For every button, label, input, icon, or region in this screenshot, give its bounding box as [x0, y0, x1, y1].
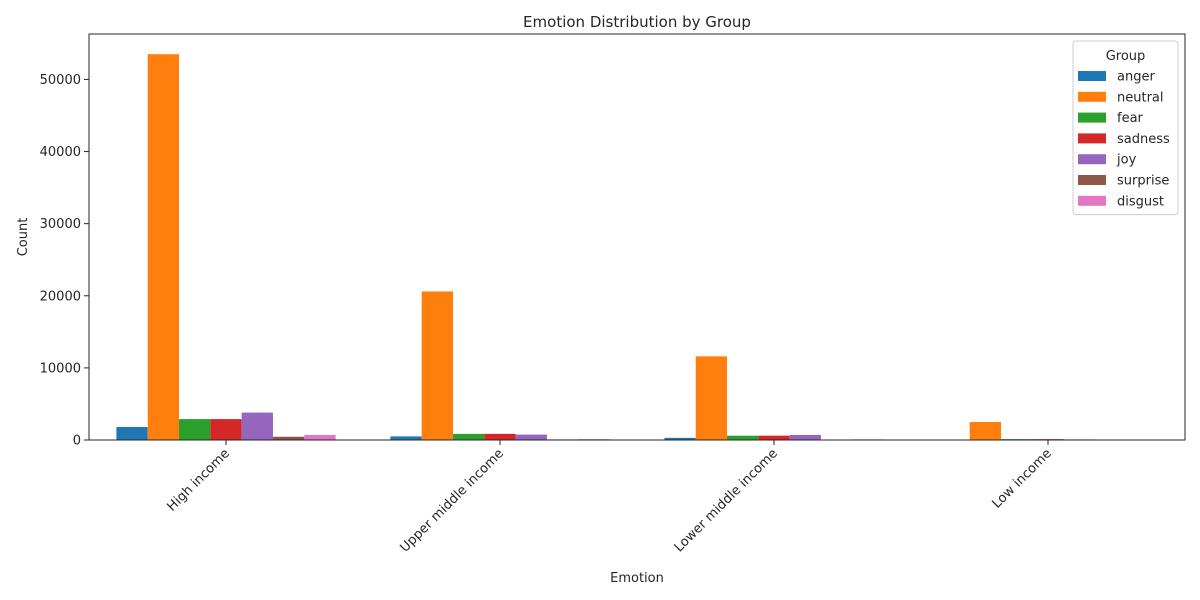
legend-label-surprise: surprise [1117, 174, 1169, 189]
legend-box [1072, 40, 1179, 216]
bar-fear-2 [453, 433, 485, 440]
legend-swatch-disgust [1078, 195, 1106, 206]
bars-group [116, 54, 1158, 440]
bar-disgust-1 [304, 434, 336, 440]
bar-fear-3 [727, 435, 759, 440]
y-tick-label: 10000 [40, 361, 81, 376]
legend-swatch-joy [1078, 154, 1106, 165]
legend-label-sadness: sadness [1117, 132, 1170, 147]
bar-surprise-1 [272, 436, 305, 440]
bar-neutral-4 [969, 421, 1002, 440]
legend-title: Group [1106, 49, 1146, 64]
y-tick-label: 40000 [40, 145, 81, 160]
legend-swatch-surprise [1078, 175, 1106, 185]
x-tick-label: High income [165, 446, 233, 514]
y-tick-label: 0 [73, 434, 81, 449]
x-tick-label: Low income [990, 446, 1055, 511]
bar-neutral-2 [421, 291, 454, 440]
legend-swatch-anger [1078, 71, 1106, 81]
bar-joy-2 [515, 434, 547, 440]
bar-anger-3 [664, 437, 696, 440]
x-axis: High income Upper middle income Lower midd… [165, 440, 1055, 556]
plot-frame [88, 33, 1186, 441]
legend: Group anger neutral fear sadness joy surprise d… [1072, 40, 1179, 216]
y-axis: 0 10000 20000 30000 40000 50000 [40, 73, 89, 449]
legend-label-joy: joy [1116, 153, 1137, 168]
y-axis-title: Count [16, 218, 31, 257]
bar-anger-2 [390, 436, 422, 440]
bar-sadness-3 [758, 435, 790, 440]
chart-title: Emotion Distribution by Group [523, 13, 751, 31]
legend-label-disgust: disgust [1117, 194, 1164, 209]
bar-neutral-3 [695, 356, 728, 440]
bar-sadness-1 [210, 419, 242, 440]
bar-neutral-1 [147, 54, 180, 440]
x-tick-label: Lower middle income [672, 446, 781, 555]
bar-sadness-2 [484, 433, 516, 440]
x-tick-label: Upper middle income [397, 446, 506, 555]
bar-fear-1 [179, 419, 211, 440]
y-tick-label: 30000 [40, 217, 81, 232]
legend-label-anger: anger [1117, 70, 1155, 85]
bar-anger-1 [116, 427, 148, 440]
bar-joy-3 [789, 434, 821, 440]
bar-joy-1 [241, 412, 273, 440]
legend-label-neutral: neutral [1117, 90, 1164, 105]
y-tick-label: 20000 [40, 289, 81, 304]
x-axis-title: Emotion [610, 571, 664, 586]
legend-swatch-fear [1078, 112, 1106, 123]
y-tick-label: 50000 [40, 73, 81, 88]
legend-swatch-sadness [1078, 133, 1106, 144]
legend-swatch-neutral [1078, 91, 1106, 102]
legend-label-fear: fear [1117, 111, 1144, 126]
